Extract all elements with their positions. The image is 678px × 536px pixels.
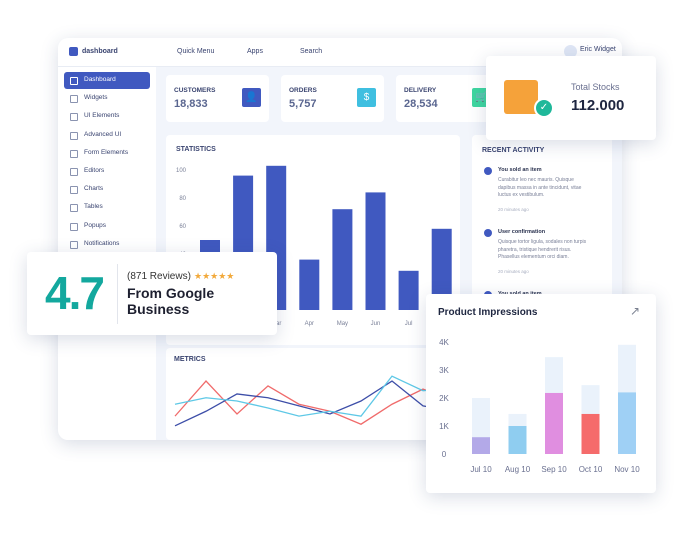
metrics-card: METRICS bbox=[166, 348, 460, 440]
nav-item[interactable]: UI Elements bbox=[84, 112, 120, 120]
x-tick-label: Jul bbox=[405, 321, 413, 327]
open-icon[interactable]: ↗ bbox=[630, 304, 641, 318]
x-tick-label: May bbox=[337, 321, 348, 327]
nav-item[interactable]: Widgets bbox=[84, 94, 108, 102]
nav-icon bbox=[70, 222, 78, 231]
activity-time: 20 minutes ago bbox=[498, 269, 529, 274]
nav-item[interactable]: Dashboard bbox=[84, 76, 116, 83]
y-tick-label: 80 bbox=[179, 196, 186, 202]
x-tick-label: Apr bbox=[305, 321, 314, 327]
nav-icon bbox=[70, 95, 78, 104]
x-tick-label: Jun bbox=[371, 321, 381, 327]
bar bbox=[365, 192, 386, 310]
line bbox=[174, 380, 455, 427]
y-tick-label: 4K bbox=[439, 338, 449, 347]
user-name[interactable]: Eric Widget bbox=[580, 46, 616, 53]
box-icon bbox=[504, 80, 538, 114]
kpi-card: ORDERS 5,757 $ bbox=[281, 75, 384, 122]
stocks-label: Total Stocks bbox=[571, 82, 620, 92]
kpi-value: 28,534 bbox=[404, 98, 438, 110]
card-title: METRICS bbox=[174, 356, 206, 363]
nav-icon bbox=[70, 168, 78, 176]
x-tick-label: Jul 10 bbox=[470, 465, 492, 474]
logo bbox=[69, 47, 78, 56]
nav-icon bbox=[70, 131, 78, 140]
nav-icon bbox=[70, 240, 78, 249]
rating-score: 4.7 bbox=[45, 267, 105, 319]
line bbox=[174, 375, 455, 417]
card-title: Product Impressions bbox=[438, 307, 538, 318]
bar bbox=[581, 413, 600, 454]
kpi-label: CUSTOMERS bbox=[174, 87, 216, 94]
stars: ★★★★★ bbox=[194, 271, 235, 281]
x-tick-label: Oct 10 bbox=[579, 465, 603, 474]
kpi-value: 5,757 bbox=[289, 98, 317, 110]
y-tick-label: 2K bbox=[439, 394, 449, 403]
brand: dashboard bbox=[82, 48, 118, 55]
rating-source: From Google Business bbox=[127, 285, 215, 317]
metrics-chart bbox=[174, 375, 455, 427]
avatar bbox=[564, 45, 577, 58]
bar bbox=[472, 437, 490, 454]
nav-item[interactable]: Tables bbox=[84, 203, 103, 211]
bar bbox=[398, 270, 419, 310]
bar bbox=[299, 259, 320, 310]
kpi-card: CUSTOMERS 18,833 👤 bbox=[166, 75, 269, 122]
y-tick-label: 3K bbox=[439, 366, 449, 375]
bar bbox=[431, 228, 452, 310]
activity-time: 20 minutes ago bbox=[498, 207, 529, 212]
product-impressions-card: Product Impressions ↗ 0 1K 2K 3K 4K Jul 10 Aug… bbox=[426, 294, 656, 493]
card-title: RECENT ACTIVITY bbox=[482, 147, 545, 154]
x-tick-label: Nov 10 bbox=[614, 465, 640, 474]
rating-card: 4.7 (871 Reviews) ★★★★★ From Google Busi… bbox=[27, 252, 277, 335]
nav-icon bbox=[70, 113, 78, 122]
nav-icon bbox=[70, 77, 78, 85]
search[interactable]: Search bbox=[300, 48, 323, 55]
kpi-icon: $ bbox=[357, 88, 376, 107]
activity-text: Quisque tortor ligula, sodales non turpi… bbox=[498, 239, 587, 260]
kpi-value: 18,833 bbox=[174, 98, 208, 110]
nav-item[interactable]: Form Elements bbox=[84, 148, 129, 156]
x-tick-label: Sep 10 bbox=[541, 465, 567, 474]
card-title: STATISTICS bbox=[176, 146, 216, 153]
nav-icon bbox=[70, 186, 78, 195]
active-bg bbox=[64, 72, 150, 89]
check-icon: ✓ bbox=[534, 98, 554, 118]
y-tick-label: 0 bbox=[442, 450, 447, 459]
stocks-value: 112.000 bbox=[571, 97, 625, 114]
reviews: (871 Reviews) bbox=[127, 271, 191, 282]
bar bbox=[332, 209, 353, 310]
activity-title: You sold an item bbox=[498, 167, 542, 173]
y-tick-label: 1K bbox=[439, 422, 449, 431]
nav-item[interactable]: Editors bbox=[84, 167, 105, 174]
kpi-icon: 👤 bbox=[242, 88, 261, 107]
kpi-label: DELIVERY bbox=[404, 87, 437, 94]
total-stocks-card: ✓ Total Stocks 112.000 bbox=[486, 56, 656, 140]
activity-dot bbox=[484, 167, 492, 175]
bar bbox=[618, 392, 636, 454]
quick-menu[interactable]: Quick Menu bbox=[177, 48, 215, 55]
x-tick-label: Aug 10 bbox=[505, 465, 531, 474]
nav-icon bbox=[70, 204, 78, 213]
nav-item[interactable]: Charts bbox=[84, 185, 104, 193]
nav-item[interactable]: Popups bbox=[84, 221, 107, 229]
apps-menu[interactable]: Apps bbox=[247, 48, 263, 55]
nav-item[interactable]: Advanced UI bbox=[84, 130, 122, 138]
line bbox=[174, 380, 455, 425]
bar bbox=[508, 426, 527, 454]
nav-item[interactable]: Notifications bbox=[84, 239, 120, 247]
divider bbox=[117, 264, 118, 324]
activity-text: Curabitur leo nec mauris. Quisque dapibu… bbox=[498, 177, 582, 198]
bar bbox=[545, 392, 563, 454]
kpi-card: DELIVERY 28,534 🛒 bbox=[396, 75, 499, 122]
nav-icon bbox=[70, 149, 78, 158]
y-tick-label: 60 bbox=[179, 224, 186, 230]
impressions-chart: 0 1K 2K 3K 4K Jul 10 Aug 10 Sep 10 Oct 10 Nov 10 bbox=[439, 338, 640, 474]
activity-dot bbox=[484, 229, 492, 237]
y-tick-label: 100 bbox=[176, 168, 187, 174]
activity-title: User confirmation bbox=[498, 229, 546, 235]
kpi-label: ORDERS bbox=[289, 87, 317, 94]
